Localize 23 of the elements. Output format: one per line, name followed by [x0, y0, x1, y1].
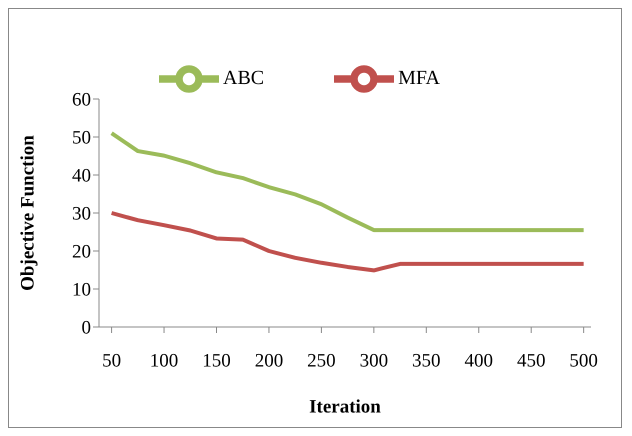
x-tick-label: 100 — [150, 350, 178, 372]
x-tick-label: 450 — [516, 350, 546, 372]
y-tick-label: 10 — [72, 280, 91, 301]
y-tick-label: 50 — [72, 128, 91, 149]
x-axis-title: Iteration — [309, 396, 382, 418]
legend-label: ABC — [223, 66, 264, 89]
y-tick-label: 40 — [72, 166, 91, 187]
line-series — [110, 211, 586, 272]
y-axis-title: Objective Function — [18, 134, 39, 291]
y-tick-label: 20 — [72, 242, 91, 263]
x-tick-label: 250 — [307, 350, 336, 372]
y-tick-label: 60 — [72, 90, 91, 111]
x-tick-label: 500 — [569, 350, 598, 372]
x-tick-label: 300 — [360, 350, 388, 372]
legend-label: MFA — [398, 66, 440, 89]
y-tick-label: 30 — [72, 204, 91, 225]
x-tick-label: 150 — [202, 350, 231, 372]
x-tick-label: 350 — [412, 350, 441, 372]
x-tick-label: 50 — [102, 350, 122, 372]
x-tick-label: 200 — [254, 350, 284, 372]
x-tick-label: 400 — [464, 350, 494, 372]
y-tick-label: 0 — [82, 318, 91, 339]
line-series — [110, 131, 586, 232]
